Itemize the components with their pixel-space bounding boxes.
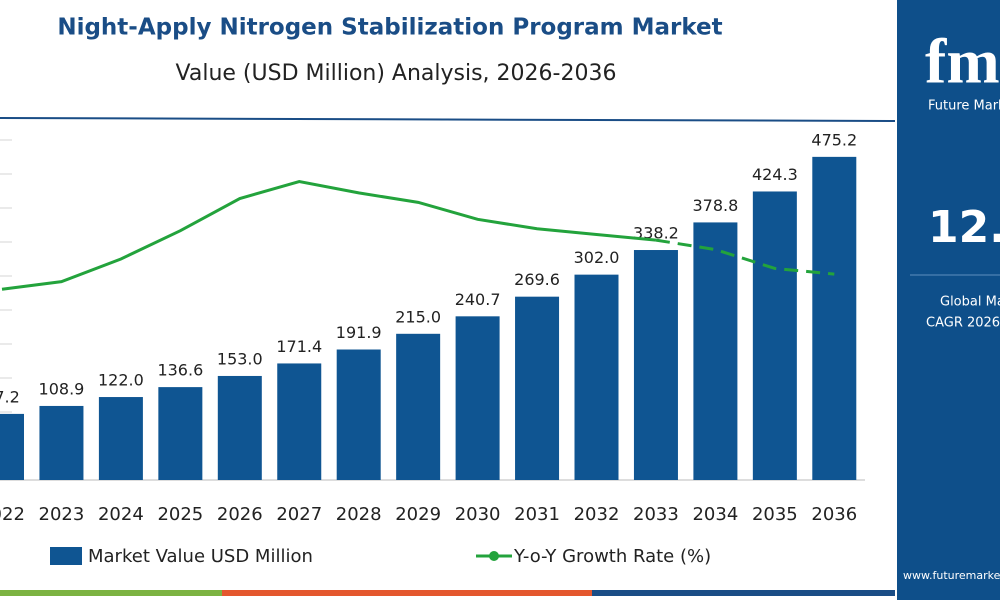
brand-name: Future Market Insights bbox=[928, 99, 1000, 114]
x-tick-label: 2029 bbox=[395, 504, 441, 525]
x-tick-label: 2030 bbox=[455, 504, 501, 525]
bar bbox=[812, 156, 857, 480]
cagr-value: 12.0% bbox=[928, 202, 1000, 253]
value-label: 269.6 bbox=[514, 270, 560, 289]
footer-strip bbox=[222, 590, 592, 596]
panel-background bbox=[897, 0, 1000, 600]
value-label: 475.2 bbox=[811, 130, 857, 149]
title-rule bbox=[0, 117, 896, 122]
value-label: 136.6 bbox=[157, 361, 203, 380]
x-tick-label: 2022 bbox=[0, 504, 25, 525]
x-tick-label: 2027 bbox=[276, 504, 322, 525]
x-tick-label: 2034 bbox=[692, 504, 738, 525]
value-label: 215.0 bbox=[395, 307, 441, 326]
bar bbox=[574, 274, 619, 480]
chart-title: Night-Apply Nitrogen Stabilization Progr… bbox=[57, 15, 722, 41]
bar bbox=[158, 387, 203, 480]
brand-logo: fmi bbox=[925, 26, 1000, 97]
value-label: 240.7 bbox=[455, 290, 501, 309]
legend-swatch bbox=[489, 551, 499, 561]
line bbox=[1, 180, 657, 291]
value-label: 97.2 bbox=[0, 387, 20, 406]
x-tick-label: 2035 bbox=[752, 504, 798, 525]
legend-label: Y-o-Y Growth Rate (%) bbox=[513, 546, 711, 567]
bar bbox=[633, 250, 678, 480]
x-tick-label: 2026 bbox=[217, 504, 263, 525]
bar bbox=[693, 222, 738, 480]
bar bbox=[336, 349, 381, 480]
cagr-caption: CAGR 2026-2036 bbox=[926, 316, 1000, 331]
cagr-caption: Global Market Value bbox=[940, 295, 1000, 310]
x-tick-label: 2031 bbox=[514, 504, 560, 525]
line-dashed bbox=[655, 238, 835, 276]
x-tick-label: 2032 bbox=[574, 504, 620, 525]
x-tick-label: 2024 bbox=[98, 504, 144, 525]
footer-strip bbox=[0, 590, 222, 596]
value-label: 171.4 bbox=[276, 337, 322, 356]
value-label: 153.0 bbox=[217, 349, 263, 368]
value-label: 122.0 bbox=[98, 371, 144, 390]
value-label: 302.0 bbox=[574, 248, 620, 267]
value-label: 191.9 bbox=[336, 323, 382, 342]
bar bbox=[515, 296, 560, 480]
bar bbox=[98, 397, 143, 480]
bar bbox=[0, 413, 24, 480]
x-tick-label: 2025 bbox=[157, 504, 203, 525]
bar bbox=[752, 191, 797, 480]
value-label: 424.3 bbox=[752, 165, 798, 184]
bar bbox=[217, 375, 262, 480]
x-tick-label: 2023 bbox=[39, 504, 85, 525]
footer-strip bbox=[592, 590, 895, 596]
brand-panel: fmi Future Market Insights 12.0% Global … bbox=[897, 0, 1000, 600]
website: www.futuremarketinsights.com bbox=[903, 569, 1000, 582]
x-tick-label: 2028 bbox=[336, 504, 382, 525]
legend-swatch bbox=[50, 547, 82, 565]
bar bbox=[277, 363, 322, 480]
value-label: 378.8 bbox=[692, 196, 738, 215]
chart-subtitle: Value (USD Million) Analysis, 2026-2036 bbox=[176, 61, 617, 86]
bar bbox=[39, 405, 84, 480]
bar bbox=[396, 333, 441, 480]
value-label: 108.9 bbox=[39, 379, 85, 398]
x-tick-label: 2036 bbox=[811, 504, 857, 525]
x-tick-label: 2033 bbox=[633, 504, 679, 525]
legend-label: Market Value USD Million bbox=[88, 546, 313, 567]
bar bbox=[455, 316, 500, 480]
